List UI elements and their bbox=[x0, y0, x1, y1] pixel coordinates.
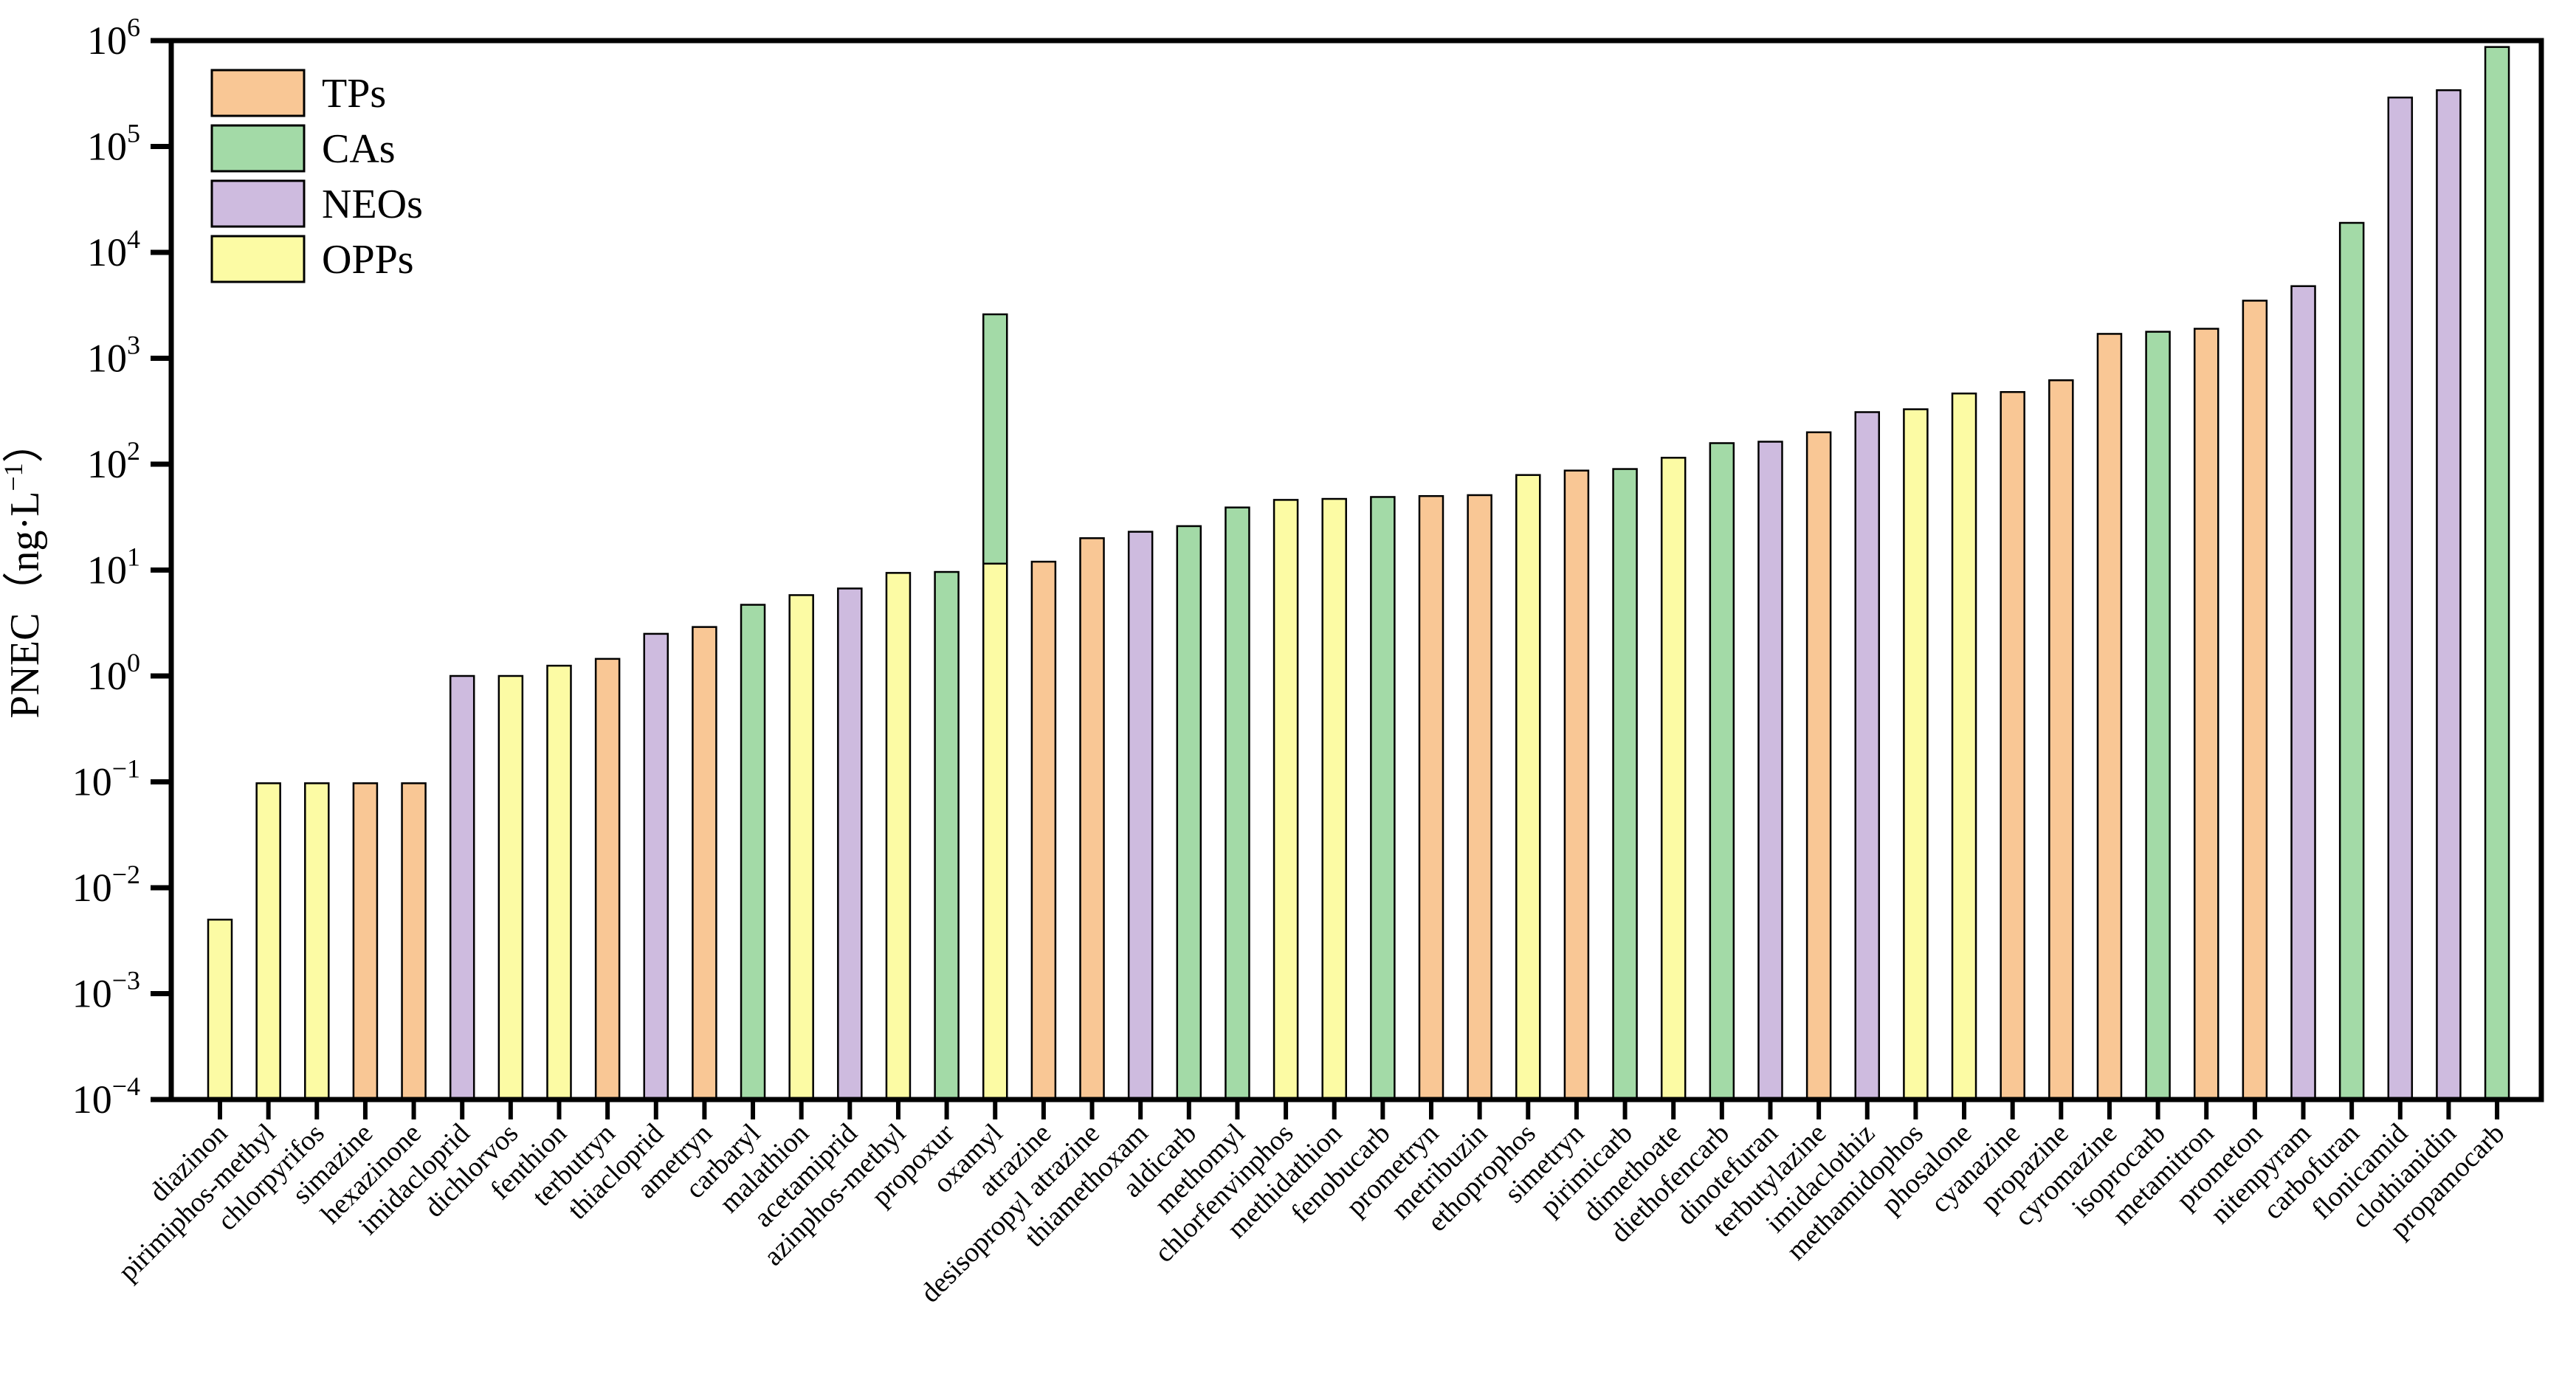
y-tick-label: 103 bbox=[87, 331, 140, 381]
bar-overlay-oxamyl bbox=[982, 562, 1008, 1101]
bar-chlorfenvinphos bbox=[1272, 499, 1299, 1101]
bar-cyromazine bbox=[2096, 333, 2123, 1101]
bar-dinotefuran bbox=[1757, 441, 1783, 1101]
bar-isoprocarb bbox=[2145, 331, 2171, 1101]
bar-carbaryl bbox=[740, 604, 766, 1101]
y-tick-label: 10−3 bbox=[72, 966, 140, 1016]
bar-methamidophos bbox=[1903, 408, 1929, 1101]
bar-chlorpyrifos bbox=[304, 782, 330, 1101]
legend-swatch-CAs bbox=[210, 124, 306, 173]
bar-desisopropyl-atrazine bbox=[1079, 537, 1105, 1101]
bar-clothianidin bbox=[2436, 89, 2462, 1101]
bar-phosalone bbox=[1951, 392, 1977, 1101]
legend-label-TPs: TPs bbox=[322, 71, 386, 117]
bar-diazinon bbox=[207, 918, 233, 1101]
legend-swatch-OPPs bbox=[210, 235, 306, 283]
bar-dimethoate bbox=[1660, 457, 1687, 1101]
bar-propazine bbox=[2048, 379, 2074, 1101]
bar-simazine bbox=[352, 782, 379, 1101]
bar-acetamiprid bbox=[837, 587, 863, 1101]
bar-fenthion bbox=[546, 664, 572, 1101]
bar-thiacloprid bbox=[643, 632, 669, 1101]
bar-hexazinone bbox=[401, 782, 427, 1101]
bar-prometon bbox=[2242, 300, 2268, 1101]
bar-flonicamid bbox=[2387, 96, 2414, 1101]
y-tick-label: 106 bbox=[87, 13, 140, 63]
bar-ametryn bbox=[692, 626, 717, 1101]
y-tick-label: 10−1 bbox=[72, 754, 140, 804]
y-tick-label: 105 bbox=[87, 119, 140, 169]
y-tick-label: 10−2 bbox=[72, 860, 140, 910]
bar-thiamethoxam bbox=[1127, 531, 1154, 1101]
legend-label-CAs: CAs bbox=[322, 126, 396, 172]
bar-nitenpyram bbox=[2290, 285, 2316, 1101]
bar-ethoprophos bbox=[1515, 474, 1541, 1101]
bar-malathion bbox=[788, 594, 814, 1101]
y-tick-label: 100 bbox=[87, 648, 140, 698]
bar-metamitron bbox=[2193, 328, 2219, 1101]
bar-terbutylazine bbox=[1805, 431, 1832, 1101]
y-tick-label: 104 bbox=[87, 224, 140, 275]
y-tick-label: 10−4 bbox=[72, 1071, 140, 1122]
bar-azinphos-methyl bbox=[885, 572, 912, 1101]
bar-imidacloprid bbox=[449, 674, 475, 1101]
bar-propamocarb bbox=[2484, 46, 2510, 1101]
legend-label-NEOs: NEOs bbox=[322, 182, 423, 227]
legend-label-OPPs: OPPs bbox=[322, 237, 414, 283]
bar-imidaclothiz bbox=[1854, 411, 1881, 1101]
bar-aldicarb bbox=[1176, 525, 1202, 1101]
bar-diethofencarb bbox=[1709, 442, 1735, 1101]
bar-prometryn bbox=[1418, 494, 1444, 1101]
legend-swatch-TPs bbox=[210, 69, 306, 117]
bar-terbutryn bbox=[594, 658, 621, 1101]
bar-methidathion bbox=[1321, 497, 1347, 1101]
bar-methomyl bbox=[1225, 506, 1250, 1101]
bar-atrazine bbox=[1030, 560, 1057, 1101]
y-axis-label: PNEC（ng·L−1） bbox=[0, 421, 48, 718]
bar-pirimiphos-methyl bbox=[255, 782, 281, 1101]
y-tick-label: 102 bbox=[87, 436, 140, 486]
bar-carbofuran bbox=[2338, 221, 2365, 1101]
bar-metribuzin bbox=[1467, 494, 1492, 1101]
bar-cyanazine bbox=[2000, 390, 2025, 1101]
bar-simetryn bbox=[1563, 469, 1590, 1101]
legend-swatch-NEOs bbox=[210, 179, 306, 228]
bar-propoxur bbox=[934, 570, 960, 1101]
bar-fenobucarb bbox=[1370, 496, 1396, 1101]
bar-pirimicarb bbox=[1612, 468, 1638, 1101]
y-tick-label: 101 bbox=[87, 542, 140, 593]
bar-dichlorvos bbox=[497, 674, 524, 1101]
plot-frame bbox=[168, 38, 2544, 1102]
